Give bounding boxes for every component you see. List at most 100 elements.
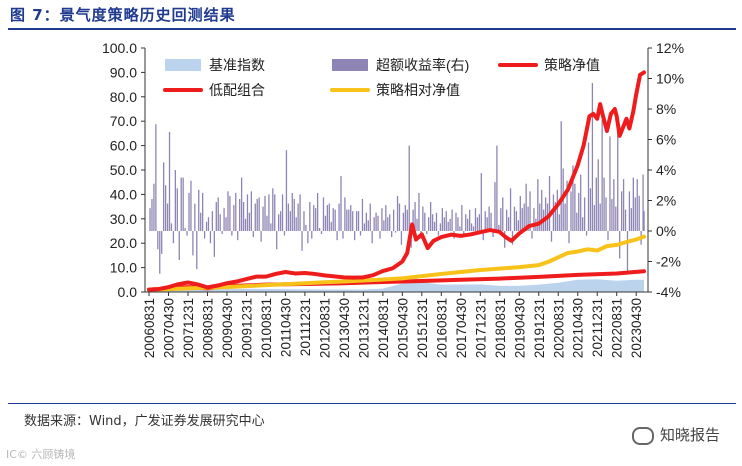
- excess-bar: [585, 231, 588, 236]
- excess-bar: [180, 177, 182, 231]
- excess-bar: [203, 231, 206, 239]
- excess-bar: [484, 211, 486, 231]
- y-left-tick-label: 70.0: [110, 113, 137, 129]
- excess-bar: [443, 217, 445, 231]
- excess-bar: [315, 208, 317, 231]
- strategy-line: [147, 70, 646, 292]
- excess-bar: [568, 231, 570, 244]
- excess-bar: [159, 231, 161, 274]
- y-right-tick-label: -4%: [656, 284, 681, 300]
- excess-bar: [527, 206, 529, 231]
- excess-bar: [200, 212, 202, 231]
- excess-bar: [196, 231, 198, 270]
- excess-bar: [406, 209, 408, 231]
- excess-bar: [291, 192, 293, 231]
- excess-bar: [340, 176, 342, 231]
- x-tick-label: 20111231: [298, 298, 313, 356]
- excess-bar: [396, 195, 399, 231]
- excess-bar: [611, 198, 613, 231]
- excess-bar: [498, 224, 500, 231]
- excess-bar: [449, 218, 451, 231]
- excess-bar: [587, 142, 590, 231]
- excess-bar: [387, 217, 389, 231]
- excess-bar: [613, 179, 615, 231]
- excess-bar: [441, 208, 443, 231]
- excess-bar: [227, 191, 229, 231]
- excess-bar: [591, 83, 594, 231]
- source-rule: [8, 403, 736, 404]
- excess-bar: [268, 194, 270, 231]
- excess-bar: [166, 203, 169, 231]
- excess-bar: [447, 221, 449, 231]
- excess-bar: [601, 119, 603, 231]
- excess-bar: [161, 231, 163, 254]
- excess-bar: [211, 211, 214, 231]
- excess-bar: [221, 231, 223, 235]
- excess-bar: [556, 189, 558, 231]
- excess-bar: [383, 220, 385, 231]
- excess-bar: [486, 217, 488, 231]
- excess-bar: [582, 217, 584, 231]
- x-tick-label: 20190430: [512, 298, 527, 358]
- excess-bar: [363, 223, 366, 231]
- excess-bar: [256, 198, 258, 231]
- axes-layer: 0.0 10.0 20.0 30.0 40.0 50.0 60.0 70.0 80.0 90.0 1…: [102, 40, 684, 358]
- x-tick-label: 20070430: [161, 298, 176, 358]
- excess-bar: [262, 206, 264, 231]
- excess-bar: [494, 182, 496, 231]
- excess-bar: [541, 189, 543, 231]
- excess-bar: [194, 203, 196, 231]
- excess-bar: [620, 191, 623, 231]
- excess-bar: [461, 205, 463, 231]
- excess-bar: [578, 192, 580, 231]
- x-tick-label: 20130430: [337, 298, 352, 358]
- excess-bar: [219, 214, 221, 231]
- x-tick-label: 20091231: [239, 298, 254, 358]
- excess-bar: [609, 136, 611, 231]
- excess-bar: [311, 231, 313, 239]
- excess-bar: [478, 214, 481, 231]
- excess-bar: [566, 180, 568, 231]
- excess-bar: [381, 208, 383, 231]
- x-tick-label: 20090430: [220, 298, 235, 358]
- excess-bar: [531, 231, 533, 239]
- excess-bar: [375, 212, 377, 231]
- excess-bar: [599, 203, 601, 231]
- legend-item-relative: 策略相对净值: [330, 82, 460, 98]
- excess-bar: [533, 208, 535, 231]
- excess-bar: [250, 191, 253, 231]
- x-tick-label: 20151231: [415, 298, 430, 358]
- legend-label: 策略相对净值: [376, 82, 460, 98]
- excess-bar: [589, 188, 592, 231]
- excess-bar: [277, 214, 280, 231]
- excess-bar: [274, 194, 276, 231]
- watermark-left: IC© 六顾铸境: [6, 448, 76, 461]
- excess-bar: [394, 231, 397, 233]
- excess-bar: [422, 206, 424, 231]
- excess-bar: [391, 231, 393, 238]
- excess-bar: [248, 212, 251, 231]
- excess-bar: [207, 217, 210, 231]
- excess-bar: [517, 220, 520, 231]
- x-tick-label: 20200831: [551, 298, 566, 358]
- source-note: 数据来源：Wind，广发证券发展研究中心: [24, 414, 265, 429]
- excess-bar: [270, 223, 272, 231]
- excess-bar: [344, 197, 346, 231]
- excess-bar: [642, 174, 644, 231]
- excess-bar: [470, 223, 473, 231]
- excess-bar: [457, 217, 459, 231]
- excess-bar: [480, 173, 482, 231]
- excess-bar: [570, 191, 572, 231]
- excess-bar: [157, 231, 159, 250]
- excess-bar: [168, 131, 171, 231]
- y-right-tick-label: -2%: [656, 254, 681, 270]
- y-right-tick-label: 2%: [656, 193, 676, 209]
- excess-bar: [515, 211, 518, 231]
- excess-bar: [482, 231, 484, 241]
- excess-bar: [361, 198, 364, 231]
- excess-bar: [519, 195, 521, 231]
- excess-bar: [607, 231, 609, 241]
- excess-bar: [455, 212, 457, 231]
- excess-bar: [332, 208, 334, 231]
